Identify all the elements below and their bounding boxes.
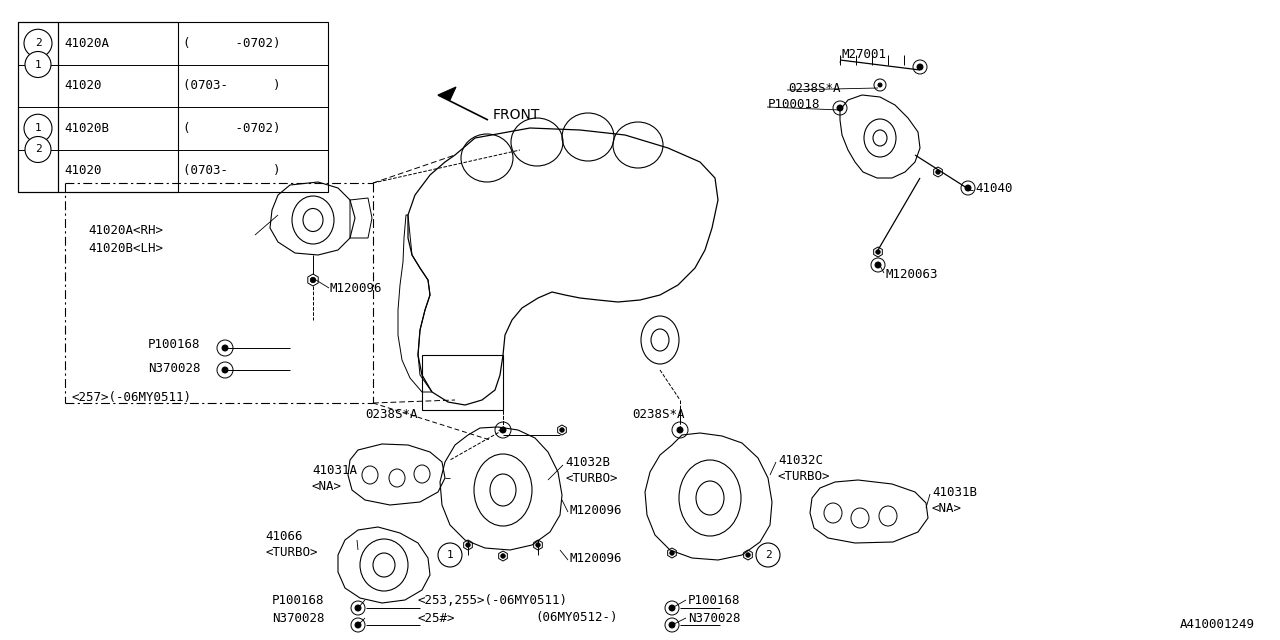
Text: (      -0702): ( -0702) xyxy=(183,122,280,135)
Text: 1: 1 xyxy=(35,124,41,133)
Text: M27001: M27001 xyxy=(842,49,887,61)
Text: <253,255>(-06MY0511): <253,255>(-06MY0511) xyxy=(419,593,568,607)
Text: 2: 2 xyxy=(764,550,772,560)
Text: <257>(-06MY0511): <257>(-06MY0511) xyxy=(72,392,192,404)
Text: 0238S*A: 0238S*A xyxy=(788,81,841,95)
Text: A410001249: A410001249 xyxy=(1180,618,1254,632)
Circle shape xyxy=(500,427,506,433)
Text: <NA>: <NA> xyxy=(312,479,342,493)
Text: 41032B: 41032B xyxy=(564,456,611,470)
Text: N370028: N370028 xyxy=(273,611,325,625)
Bar xyxy=(18,22,328,192)
Text: (0703-      ): (0703- ) xyxy=(183,164,280,177)
Circle shape xyxy=(876,262,881,268)
Circle shape xyxy=(936,170,941,174)
Text: (0703-      ): (0703- ) xyxy=(183,79,280,92)
Circle shape xyxy=(466,543,470,547)
Text: N370028: N370028 xyxy=(148,362,201,374)
Circle shape xyxy=(26,51,51,77)
Text: 41020A: 41020A xyxy=(64,36,109,50)
Circle shape xyxy=(669,551,675,556)
Text: 41020: 41020 xyxy=(64,79,101,92)
Text: 41020: 41020 xyxy=(64,164,101,177)
Text: (06MY0512-): (06MY0512-) xyxy=(535,611,617,625)
Bar xyxy=(58,22,178,192)
Text: 41020B<LH>: 41020B<LH> xyxy=(88,241,163,255)
Polygon shape xyxy=(438,87,456,100)
Text: 2: 2 xyxy=(35,38,41,48)
Text: P100168: P100168 xyxy=(273,593,325,607)
Circle shape xyxy=(221,345,228,351)
Circle shape xyxy=(559,428,564,432)
Text: 41066: 41066 xyxy=(265,531,302,543)
Text: 41031B: 41031B xyxy=(932,486,977,499)
Circle shape xyxy=(24,29,52,57)
Circle shape xyxy=(500,554,506,558)
Text: <NA>: <NA> xyxy=(932,502,963,515)
Text: P100168: P100168 xyxy=(148,339,201,351)
Circle shape xyxy=(438,543,462,567)
Bar xyxy=(18,22,58,192)
Text: <TURBO>: <TURBO> xyxy=(265,547,317,559)
Text: M120096: M120096 xyxy=(570,552,622,564)
Text: P100168: P100168 xyxy=(689,593,741,607)
Circle shape xyxy=(24,115,52,142)
Text: M120096: M120096 xyxy=(570,504,622,516)
Circle shape xyxy=(677,427,684,433)
Text: N370028: N370028 xyxy=(689,611,741,625)
Circle shape xyxy=(746,553,750,557)
Circle shape xyxy=(878,83,882,87)
Circle shape xyxy=(669,605,675,611)
Text: P100018: P100018 xyxy=(768,99,820,111)
Circle shape xyxy=(310,277,316,283)
Text: 41032C: 41032C xyxy=(778,454,823,467)
Text: M120096: M120096 xyxy=(330,282,383,294)
Circle shape xyxy=(221,367,228,373)
Circle shape xyxy=(669,622,675,628)
Text: 41031A: 41031A xyxy=(312,463,357,477)
Text: FRONT: FRONT xyxy=(493,108,540,122)
Text: 1: 1 xyxy=(35,60,41,70)
Text: <25#>: <25#> xyxy=(419,611,456,625)
Text: 1: 1 xyxy=(447,550,453,560)
Circle shape xyxy=(837,105,844,111)
Circle shape xyxy=(756,543,780,567)
Text: 0238S*A: 0238S*A xyxy=(632,408,685,422)
Circle shape xyxy=(916,64,923,70)
Text: <TURBO>: <TURBO> xyxy=(564,472,617,484)
Circle shape xyxy=(355,622,361,628)
Text: (      -0702): ( -0702) xyxy=(183,36,280,50)
Text: 0238S*A: 0238S*A xyxy=(365,408,417,422)
Circle shape xyxy=(876,250,881,254)
Text: 41020B: 41020B xyxy=(64,122,109,135)
Text: M120063: M120063 xyxy=(884,269,937,282)
Text: 41020A<RH>: 41020A<RH> xyxy=(88,223,163,237)
Circle shape xyxy=(965,185,972,191)
Text: 41040: 41040 xyxy=(975,182,1012,195)
Circle shape xyxy=(26,136,51,163)
Text: 2: 2 xyxy=(35,145,41,154)
Circle shape xyxy=(355,605,361,611)
Text: <TURBO>: <TURBO> xyxy=(778,470,831,483)
Circle shape xyxy=(536,543,540,547)
